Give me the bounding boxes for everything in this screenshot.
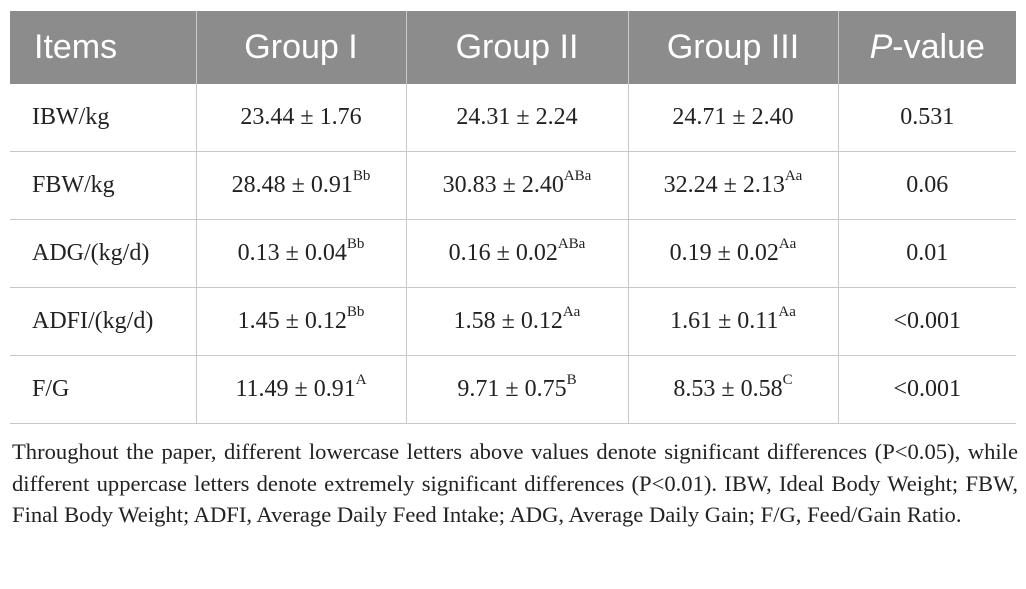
table-footnote: Throughout the paper, different lowercas…	[12, 439, 1018, 527]
header-p-suffix: -value	[892, 28, 985, 66]
row-item-label: IBW/kg	[10, 84, 197, 152]
significance-mark: Aa	[778, 236, 797, 252]
cell-group-1: 11.49 ± 0.91A	[196, 355, 407, 424]
cell-value: 11.49 ± 0.91	[235, 376, 356, 402]
significance-mark: Bb	[346, 304, 365, 320]
cell-group-2: 24.31 ± 2.24	[406, 84, 629, 152]
results-table-container: Items Group I Group II Group III P-value…	[10, 11, 1016, 424]
cell-group-1: 0.13 ± 0.04Bb	[196, 219, 407, 288]
significance-mark: Aa	[784, 168, 803, 184]
cell-group-1: 1.45 ± 0.12Bb	[196, 287, 407, 356]
cell-value: 24.31 ± 2.24	[456, 104, 578, 130]
significance-mark: Aa	[562, 304, 581, 320]
cell-group-2: 9.71 ± 0.75B	[406, 355, 629, 424]
header-items: Items	[10, 11, 197, 84]
row-item-label: ADFI/(kg/d)	[10, 287, 197, 356]
table-body: IBW/kg 23.44 ± 1.76 24.31 ± 2.24 24.71 ±…	[10, 84, 1016, 424]
cell-value: 0.16 ± 0.02	[448, 240, 558, 266]
cell-p-value: <0.001	[838, 355, 1016, 424]
header-p-letter: P	[869, 28, 893, 66]
cell-p-value: 0.01	[838, 219, 1016, 288]
significance-mark: Aa	[778, 304, 796, 320]
cell-p-value: 0.531	[838, 84, 1016, 152]
cell-p-value: <0.001	[838, 287, 1016, 356]
row-item-label: F/G	[10, 355, 197, 424]
table-row: FBW/kg 28.48 ± 0.91Bb 30.83 ± 2.40ABa 32…	[10, 151, 1016, 220]
significance-mark: ABa	[557, 236, 586, 252]
cell-group-2: 30.83 ± 2.40ABa	[406, 151, 629, 220]
row-item-label: FBW/kg	[10, 151, 197, 220]
cell-value: 1.45 ± 0.12	[237, 308, 347, 334]
significance-mark: A	[355, 372, 367, 388]
cell-group-3: 8.53 ± 0.58C	[628, 355, 839, 424]
significance-mark: Bb	[352, 168, 371, 184]
cell-group-1: 28.48 ± 0.91Bb	[196, 151, 407, 220]
cell-group-3: 0.19 ± 0.02Aa	[628, 219, 839, 288]
cell-group-2: 0.16 ± 0.02ABa	[406, 219, 629, 288]
cell-group-1: 23.44 ± 1.76	[196, 84, 407, 152]
table-row: ADG/(kg/d) 0.13 ± 0.04Bb 0.16 ± 0.02ABa …	[10, 219, 1016, 288]
cell-value: 0.19 ± 0.02	[669, 240, 779, 266]
header-p-value: P-value	[838, 11, 1016, 84]
cell-group-3: 32.24 ± 2.13Aa	[628, 151, 839, 220]
cell-value: 0.13 ± 0.04	[237, 240, 347, 266]
cell-p-value: 0.06	[838, 151, 1016, 220]
table-header: Items Group I Group II Group III P-value	[10, 11, 1016, 84]
header-group-1: Group I	[196, 11, 407, 84]
significance-mark: B	[566, 372, 577, 388]
cell-value: 28.48 ± 0.91	[231, 172, 353, 198]
header-group-3: Group III	[628, 11, 839, 84]
cell-value: 1.61 ± 0.11	[670, 308, 779, 334]
table-row: F/G 11.49 ± 0.91A 9.71 ± 0.75B 8.53 ± 0.…	[10, 355, 1016, 424]
table-row: IBW/kg 23.44 ± 1.76 24.31 ± 2.24 24.71 ±…	[10, 84, 1016, 152]
cell-value: 24.71 ± 2.40	[672, 104, 794, 130]
row-item-label: ADG/(kg/d)	[10, 219, 197, 288]
cell-value: 23.44 ± 1.76	[240, 104, 362, 130]
cell-group-3: 1.61 ± 0.11Aa	[628, 287, 839, 356]
cell-value: 1.58 ± 0.12	[453, 308, 563, 334]
table-row: ADFI/(kg/d) 1.45 ± 0.12Bb 1.58 ± 0.12Aa …	[10, 287, 1016, 356]
significance-mark: Bb	[346, 236, 365, 252]
cell-value: 8.53 ± 0.58	[673, 376, 783, 402]
significance-mark: C	[782, 372, 793, 388]
cell-value: 32.24 ± 2.13	[663, 172, 785, 198]
header-row: Items Group I Group II Group III P-value	[10, 11, 1016, 84]
results-table: Items Group I Group II Group III P-value…	[10, 11, 1016, 424]
cell-value: 30.83 ± 2.40	[442, 172, 564, 198]
cell-group-2: 1.58 ± 0.12Aa	[406, 287, 629, 356]
cell-group-3: 24.71 ± 2.40	[628, 84, 839, 152]
cell-value: 9.71 ± 0.75	[457, 376, 567, 402]
header-group-2: Group II	[406, 11, 629, 84]
significance-mark: ABa	[563, 168, 592, 184]
